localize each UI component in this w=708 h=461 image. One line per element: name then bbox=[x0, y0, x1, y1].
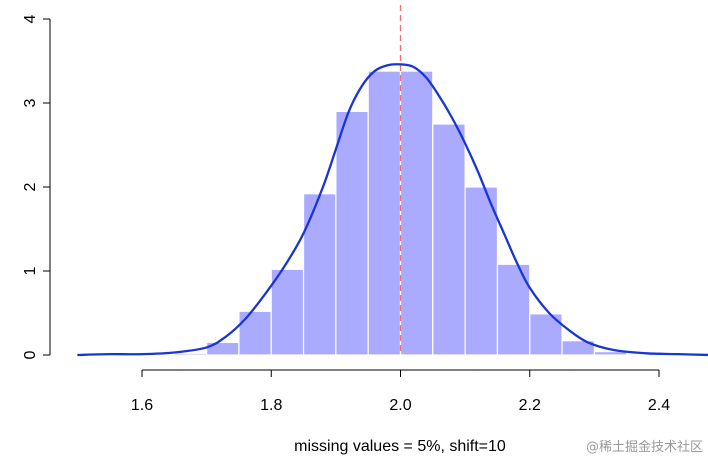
histogram-bar-12 bbox=[561, 340, 595, 356]
y-tick-label: 2 bbox=[22, 182, 39, 191]
histogram-bar-1 bbox=[206, 341, 240, 356]
y-tick-label: 1 bbox=[22, 266, 39, 275]
y-tick-label: 3 bbox=[22, 98, 39, 107]
histogram-bar-4 bbox=[302, 193, 337, 356]
x-axis-label: missing values = 5%, shift=10 bbox=[294, 438, 506, 455]
histogram-bar-8 bbox=[432, 123, 466, 356]
x-tick-label: 2.4 bbox=[648, 397, 670, 414]
histogram-bar-5 bbox=[335, 110, 369, 356]
y-tick-label: 0 bbox=[22, 350, 39, 359]
x-tick-label: 2.2 bbox=[519, 397, 541, 414]
histogram-bar-9 bbox=[464, 186, 499, 356]
x-tick-label: 2.0 bbox=[389, 397, 411, 414]
x-tick-label: 1.6 bbox=[131, 397, 153, 414]
x-tick-label: 1.8 bbox=[260, 397, 282, 414]
histogram-bar-0 bbox=[173, 352, 208, 356]
density-curve bbox=[77, 63, 708, 357]
x-axis: 1.6 1.8 2.0 2.2 2.4 bbox=[131, 369, 670, 414]
histogram-bar-7 bbox=[399, 70, 434, 356]
y-axis: 0 1 2 3 4 bbox=[22, 14, 51, 359]
histogram-bar-13 bbox=[593, 351, 628, 356]
histogram-bar-3 bbox=[270, 268, 305, 356]
watermark: @稀土掘金技术社区 bbox=[586, 439, 703, 455]
histogram-bar-6 bbox=[367, 70, 402, 356]
histogram-bars bbox=[173, 70, 628, 356]
y-tick-label: 4 bbox=[22, 14, 39, 23]
histogram-bar-2 bbox=[238, 310, 272, 356]
